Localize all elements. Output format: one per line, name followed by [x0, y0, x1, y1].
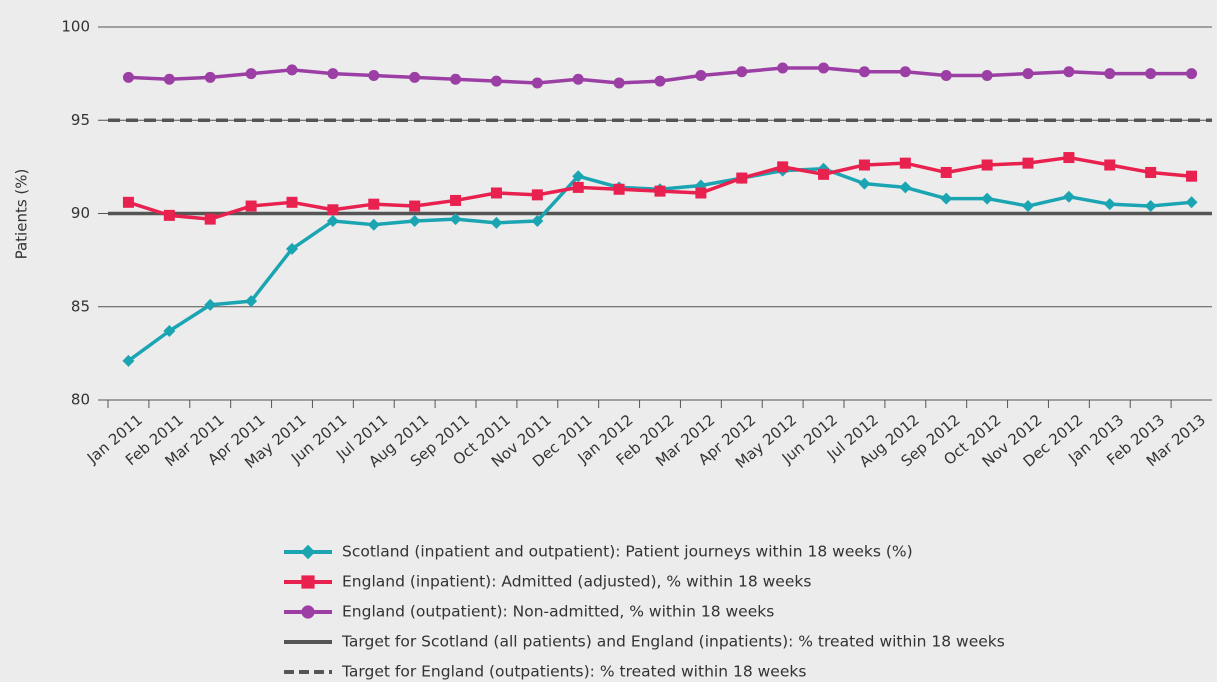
marker	[858, 177, 871, 190]
legend-label: England (inpatient): Admitted (adjusted)…	[342, 573, 811, 591]
marker	[1063, 66, 1075, 78]
marker	[1144, 200, 1157, 213]
y-axis-label: Patients (%)	[13, 169, 31, 260]
marker	[327, 68, 339, 80]
marker	[572, 73, 584, 85]
marker	[981, 69, 993, 81]
marker	[1062, 190, 1075, 203]
marker	[490, 216, 503, 229]
marker	[736, 66, 748, 78]
legend-label: Target for Scotland (all patients) and E…	[341, 633, 1005, 651]
marker	[654, 185, 666, 197]
marker	[899, 181, 912, 194]
marker	[1104, 159, 1116, 171]
marker	[450, 194, 462, 206]
marker	[204, 213, 216, 225]
marker	[408, 214, 421, 227]
marker	[286, 64, 298, 76]
marker	[1185, 196, 1198, 209]
y-tick-label: 95	[71, 111, 90, 129]
y-tick-label: 100	[61, 18, 90, 36]
marker	[858, 159, 870, 171]
marker	[286, 242, 298, 255]
marker	[327, 204, 339, 216]
marker	[301, 575, 315, 589]
marker	[1145, 166, 1157, 178]
marker	[122, 354, 135, 367]
marker	[818, 62, 830, 74]
legend-label: England (outpatient): Non-admitted, % wi…	[342, 603, 774, 621]
marker	[490, 187, 502, 199]
marker	[899, 66, 911, 78]
marker	[368, 69, 380, 81]
marker	[450, 73, 462, 85]
marker	[531, 214, 544, 227]
marker	[490, 75, 502, 87]
marker	[777, 161, 789, 173]
marker	[858, 66, 870, 78]
marker	[818, 168, 830, 180]
marker	[531, 189, 543, 201]
marker	[1022, 200, 1034, 213]
marker	[736, 172, 748, 184]
marker	[368, 198, 380, 210]
marker	[1022, 157, 1034, 169]
marker	[531, 77, 543, 89]
marker	[613, 77, 625, 89]
marker	[122, 71, 134, 83]
marker	[695, 69, 707, 81]
marker	[367, 218, 380, 231]
marker	[1186, 170, 1198, 182]
marker	[1104, 68, 1116, 80]
marker	[301, 605, 315, 619]
marker	[163, 324, 176, 337]
marker	[695, 187, 707, 199]
marker	[409, 200, 421, 212]
marker	[409, 71, 421, 83]
y-tick-label: 80	[71, 391, 90, 409]
y-tick-label: 85	[71, 297, 90, 315]
marker	[163, 209, 175, 221]
marker	[1022, 68, 1034, 80]
marker	[981, 159, 993, 171]
marker	[777, 62, 789, 74]
marker	[449, 213, 462, 226]
marker	[1103, 198, 1116, 211]
marker	[572, 170, 585, 183]
marker	[1145, 68, 1157, 80]
marker	[899, 157, 911, 169]
legend-label: Scotland (inpatient and outpatient): Pat…	[342, 543, 913, 561]
marker	[122, 196, 134, 208]
marker	[245, 68, 257, 80]
marker	[286, 196, 298, 208]
marker	[1063, 152, 1075, 164]
marker	[940, 69, 952, 81]
marker	[572, 181, 584, 193]
y-tick-label: 90	[71, 204, 90, 222]
marker	[940, 192, 953, 205]
marker	[163, 73, 175, 85]
marker	[981, 192, 994, 205]
marker	[204, 71, 216, 83]
legend-label: Target for England (outpatients): % trea…	[341, 663, 806, 681]
marker	[940, 166, 952, 178]
marker	[654, 75, 666, 87]
marker	[245, 200, 257, 212]
marker	[1186, 68, 1198, 80]
marker	[245, 295, 258, 308]
marker	[300, 544, 316, 560]
marker	[204, 298, 217, 311]
marker	[326, 214, 339, 227]
marker	[613, 183, 625, 195]
